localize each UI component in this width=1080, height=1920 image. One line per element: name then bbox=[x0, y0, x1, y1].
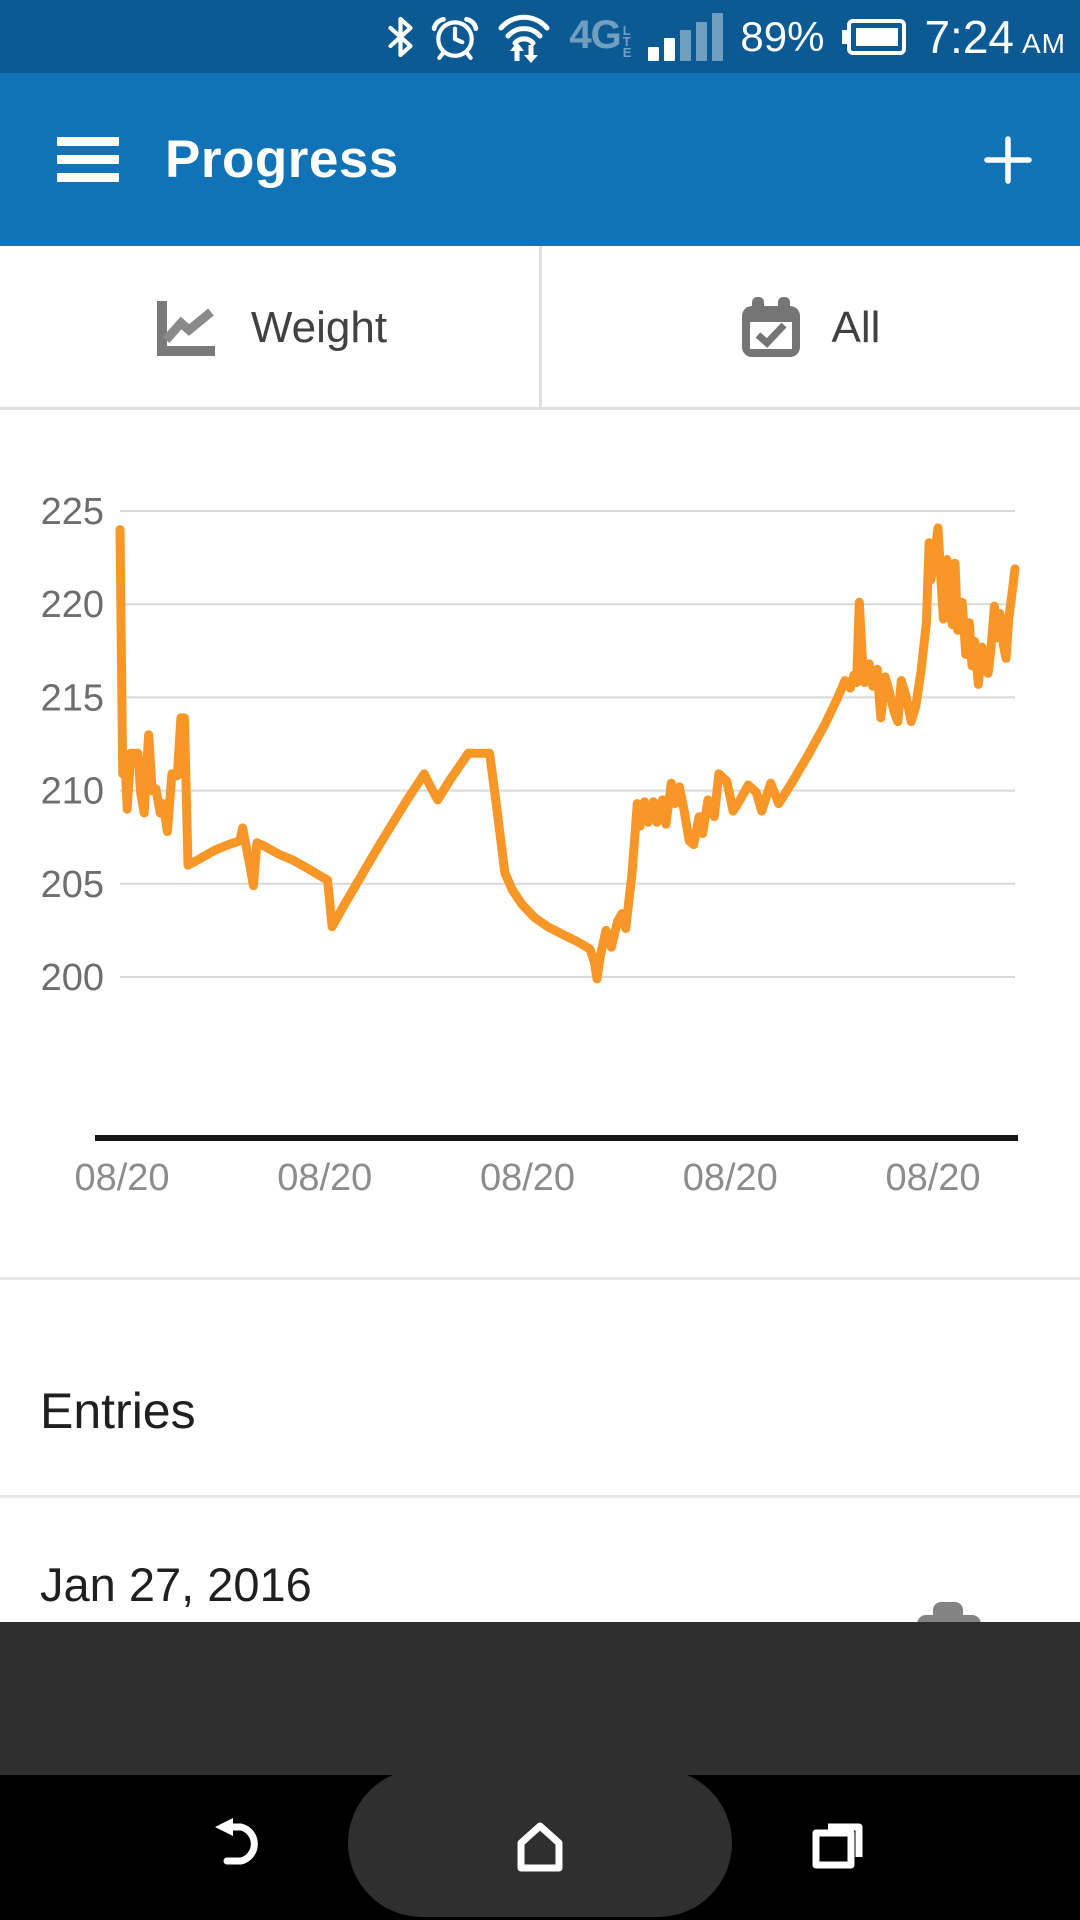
network-type-label: 4G bbox=[569, 13, 621, 57]
clock-time: 7:24 bbox=[924, 10, 1014, 63]
battery-icon bbox=[842, 18, 907, 55]
clock: 7:24 AM bbox=[924, 10, 1066, 64]
svg-text:08/20: 08/20 bbox=[74, 1157, 169, 1199]
metric-selector-weight[interactable]: Weight bbox=[0, 246, 540, 410]
entries-heading: Entries bbox=[40, 1383, 196, 1439]
alarm-icon bbox=[432, 16, 479, 60]
section-divider-bottom bbox=[0, 1495, 1080, 1498]
range-selector-all[interactable]: All bbox=[540, 246, 1080, 410]
menu-icon[interactable] bbox=[57, 137, 119, 182]
line-chart-icon bbox=[156, 301, 215, 356]
back-icon[interactable] bbox=[212, 1815, 270, 1869]
cellular-signal-icon bbox=[648, 12, 724, 61]
svg-text:08/20: 08/20 bbox=[480, 1157, 575, 1199]
svg-text:210: 210 bbox=[41, 771, 104, 813]
app-bar: Progress bbox=[0, 73, 1080, 246]
weight-chart-svg: 225 220 215 210 205 200 08/20 08/20 08/20 08/20 08… bbox=[41, 491, 1020, 1199]
svg-text:08/20: 08/20 bbox=[885, 1157, 980, 1199]
battery-percent: 89% bbox=[740, 12, 825, 60]
svg-text:08/20: 08/20 bbox=[277, 1157, 372, 1199]
weight-series-line bbox=[115, 523, 1020, 984]
filter-divider bbox=[539, 246, 542, 407]
dim-overlay bbox=[0, 1622, 1080, 1775]
weight-chart: 225 220 215 210 205 200 08/20 08/20 08/20 08/20 08… bbox=[0, 410, 1080, 1210]
svg-text:225: 225 bbox=[41, 491, 104, 533]
navigation-bar bbox=[0, 1769, 1080, 1920]
svg-text:215: 215 bbox=[41, 677, 104, 719]
filter-underline bbox=[0, 407, 1080, 410]
svg-text:08/20: 08/20 bbox=[683, 1157, 778, 1199]
entry-date: Jan 27, 2016 bbox=[40, 1558, 312, 1611]
range-selector-label: All bbox=[831, 303, 881, 352]
home-pill bbox=[348, 1769, 732, 1917]
metric-selector-label: Weight bbox=[250, 303, 388, 352]
svg-text:220: 220 bbox=[41, 584, 104, 626]
recents-icon[interactable] bbox=[812, 1819, 868, 1871]
calendar-check-icon bbox=[741, 297, 800, 357]
svg-text:205: 205 bbox=[41, 864, 104, 906]
section-divider-top bbox=[0, 1277, 1080, 1280]
home-icon[interactable] bbox=[514, 1819, 566, 1875]
svg-text:200: 200 bbox=[41, 957, 104, 999]
clock-period: AM bbox=[1022, 27, 1066, 59]
add-entry-button[interactable] bbox=[982, 134, 1034, 186]
wifi-sync-icon bbox=[498, 14, 550, 63]
filter-bar: Weight All bbox=[0, 246, 1080, 410]
bluetooth-icon bbox=[388, 16, 413, 57]
page-title: Progress bbox=[165, 130, 399, 189]
